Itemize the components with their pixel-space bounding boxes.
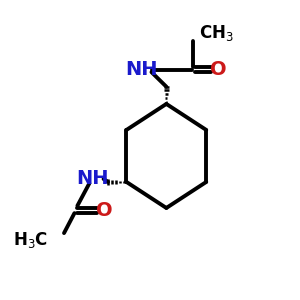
Text: O: O [210, 60, 227, 79]
Text: H$_3$C: H$_3$C [13, 230, 48, 250]
Text: CH$_3$: CH$_3$ [199, 23, 234, 43]
Text: NH: NH [76, 169, 109, 188]
Text: O: O [96, 201, 112, 220]
Text: NH: NH [125, 60, 157, 79]
